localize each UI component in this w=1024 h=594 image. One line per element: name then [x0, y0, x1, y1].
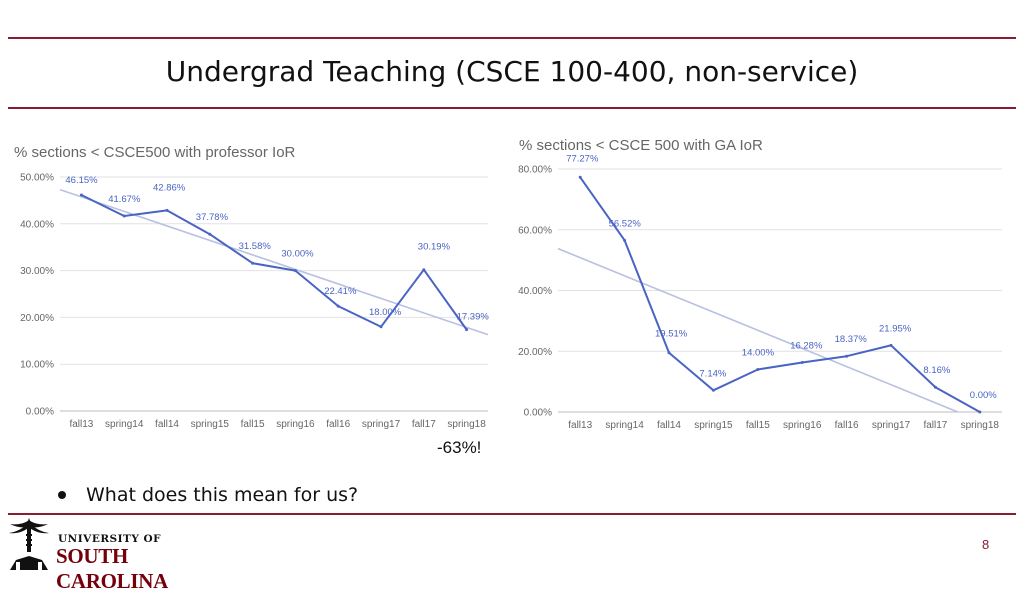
data-point — [711, 388, 715, 392]
chart-title: % sections < CSCE500 with professor IoR — [14, 144, 296, 161]
trendline — [59, 188, 489, 336]
data-label: 41.67% — [108, 194, 141, 205]
data-label: 17.39% — [457, 312, 490, 323]
data-label: 0.00% — [970, 390, 997, 401]
y-tick-label: 80.00% — [518, 165, 552, 176]
x-tick-label: spring14 — [105, 419, 144, 430]
data-point — [756, 367, 760, 371]
ga-ior-chart-svg: % sections < CSCE 500 with GA IoR 0.00% 20… — [518, 137, 1002, 431]
x-tick-label: spring14 — [605, 420, 644, 431]
data-point — [208, 232, 212, 236]
data-point — [578, 175, 582, 179]
data-label: 22.41% — [324, 286, 357, 297]
x-tick-label: spring15 — [694, 420, 733, 431]
y-tick-label: 10.00% — [20, 360, 54, 371]
bullet-text: What does this mean for us? — [86, 484, 359, 506]
x-tick-label: spring17 — [362, 419, 401, 430]
page-number: 8 — [982, 537, 990, 552]
professor-ior-chart: % sections < CSCE500 with professor IoR 0… — [8, 135, 492, 435]
y-tick-label: 50.00% — [20, 173, 54, 184]
university-logo: UNIVERSITY OF SOUTH CAROLINA — [6, 516, 236, 593]
data-label: 46.15% — [65, 175, 98, 186]
y-tick-label: 20.00% — [518, 347, 552, 358]
data-point — [122, 214, 126, 218]
logo-text-university-of: UNIVERSITY OF — [58, 533, 162, 545]
data-point — [79, 193, 83, 197]
x-tick-label: fall14 — [155, 419, 179, 430]
data-label: 42.86% — [153, 182, 186, 193]
x-tick-label: fall15 — [746, 420, 770, 431]
y-tick-label: 30.00% — [20, 266, 54, 277]
x-tick-label: fall17 — [923, 420, 947, 431]
x-tick-label: fall13 — [568, 420, 592, 431]
data-label: 18.00% — [369, 307, 402, 318]
title-rule — [8, 107, 1016, 109]
data-label: 19.51% — [655, 329, 688, 340]
data-label: 16.28% — [790, 341, 823, 352]
data-point — [933, 385, 937, 389]
x-tick-label: spring17 — [872, 420, 911, 431]
y-tick-label: 40.00% — [20, 219, 54, 230]
footer-rule — [8, 513, 1016, 515]
data-label: 30.19% — [418, 242, 451, 253]
data-label: 21.95% — [879, 323, 912, 334]
series-line — [579, 176, 981, 413]
palmetto-tree-icon — [9, 518, 49, 570]
change-note: -63%! — [437, 438, 482, 457]
series-line — [80, 194, 468, 331]
bullet-dot — [58, 491, 66, 499]
y-tick-label: 20.00% — [20, 313, 54, 324]
data-label: 77.27% — [566, 153, 599, 164]
data-label: 31.58% — [239, 241, 272, 252]
data-label: 14.00% — [742, 347, 775, 358]
data-point — [800, 361, 804, 365]
data-point — [845, 354, 849, 358]
y-tick-label: 60.00% — [518, 225, 552, 236]
data-point — [978, 410, 982, 414]
x-tick-label: spring18 — [447, 419, 486, 430]
bullet-item: What does this mean for us? — [58, 484, 358, 506]
x-tick-label: fall16 — [835, 420, 859, 431]
data-point — [889, 343, 893, 347]
y-tick-label: 40.00% — [518, 286, 552, 297]
chart-title: % sections < CSCE 500 with GA IoR — [519, 137, 763, 154]
x-tick-label: spring18 — [961, 420, 1000, 431]
data-point — [667, 351, 671, 355]
data-point — [251, 261, 255, 265]
data-label: 8.16% — [923, 365, 950, 376]
data-point — [465, 328, 469, 332]
data-label: 18.37% — [835, 334, 868, 345]
data-label: 37.78% — [196, 212, 229, 223]
x-tick-label: fall17 — [412, 419, 436, 430]
x-tick-label: fall14 — [657, 420, 681, 431]
trendline — [557, 247, 959, 413]
data-point — [379, 325, 383, 329]
data-label: 30.00% — [281, 249, 314, 260]
logo-text-south-carolina: SOUTH CAROLINA — [56, 544, 168, 593]
x-tick-label: fall15 — [241, 419, 265, 430]
y-tick-label: 0.00% — [26, 407, 54, 418]
x-tick-label: fall13 — [69, 419, 93, 430]
x-tick-label: spring16 — [276, 419, 315, 430]
x-tick-label: spring15 — [191, 419, 230, 430]
data-point — [293, 269, 297, 273]
data-point — [165, 208, 169, 212]
data-label: 7.14% — [699, 368, 726, 379]
slide-title: Undergrad Teaching (CSCE 100-400, non-se… — [165, 55, 859, 88]
professor-ior-chart-svg: % sections < CSCE500 with professor IoR 0… — [14, 144, 490, 430]
ga-ior-chart: % sections < CSCE 500 with GA IoR 0.00% 20… — [512, 128, 1016, 435]
data-label: 56.52% — [609, 218, 642, 229]
data-point — [422, 268, 426, 272]
y-tick-label: 0.00% — [524, 408, 552, 419]
data-point — [336, 304, 340, 308]
x-tick-label: spring16 — [783, 420, 822, 431]
x-tick-label: fall16 — [326, 419, 350, 430]
top-rule — [8, 37, 1016, 39]
data-point — [623, 238, 627, 242]
